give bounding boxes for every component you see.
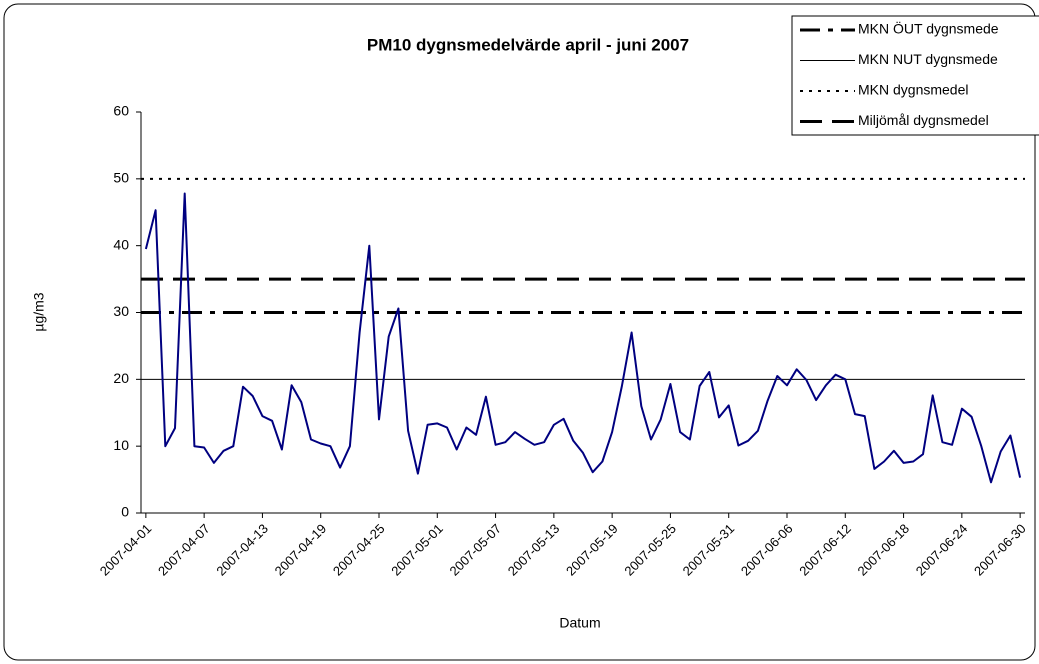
y-tick-label: 30 [113,303,129,319]
legend-label: MKN ÖUT dygnsmede [858,20,999,37]
y-axis-label: µg/m3 [31,292,47,331]
y-tick-label: 10 [113,437,129,453]
y-tick-label: 0 [121,504,129,520]
y-tick-label: 40 [113,236,129,252]
y-tick-label: 50 [113,170,129,186]
y-tick-label: 20 [113,370,129,386]
data-line [144,192,1022,484]
chart-title: PM10 dygnsmedelvärde april - juni 2007 [367,35,689,54]
legend-box [791,15,1039,136]
y-tick-label: 60 [113,103,129,119]
legend-label: MKN NUT dygnsmede [858,51,998,67]
x-axis-label: Datum [559,615,600,631]
legend-label: MKN dygnsmedel [858,82,969,98]
legend-label: Miljömål dygnsmedel [858,112,989,128]
chart-frame [3,3,1036,661]
